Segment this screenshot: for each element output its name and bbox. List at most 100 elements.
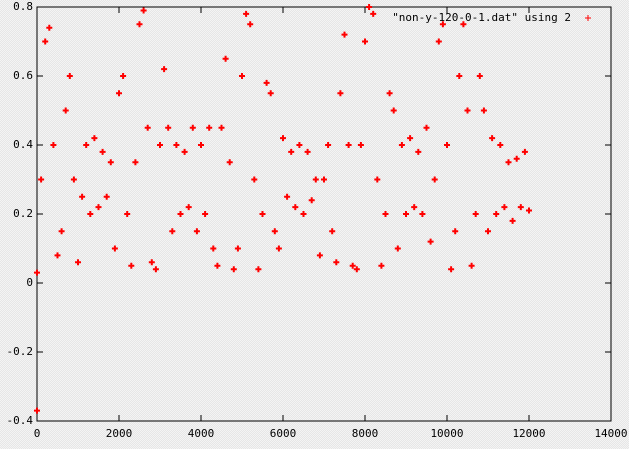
data-point — [230, 266, 237, 273]
data-point — [259, 211, 266, 217]
data-point — [321, 176, 327, 183]
data-point — [58, 228, 65, 235]
data-point — [407, 135, 414, 142]
y-tick-label: 0.2 — [13, 207, 33, 220]
data-point — [452, 228, 459, 235]
data-point — [46, 24, 53, 31]
data-point — [431, 176, 438, 183]
data-point — [107, 159, 114, 166]
data-point — [198, 142, 204, 148]
data-point — [460, 21, 467, 28]
data-point — [66, 73, 73, 79]
data-point — [423, 124, 430, 131]
data-point — [169, 228, 176, 235]
data-point — [247, 21, 254, 28]
x-tick-label: 8000 — [352, 427, 379, 440]
data-point — [300, 211, 307, 217]
data-point — [161, 66, 168, 73]
data-point — [513, 155, 520, 162]
legend-marker — [585, 15, 591, 21]
data-point — [439, 21, 446, 28]
plot-border — [36, 6, 612, 422]
data-point — [435, 38, 442, 45]
data-point — [415, 148, 422, 155]
data-point — [83, 142, 90, 148]
x-tick-label: 14000 — [594, 427, 627, 440]
data-point — [132, 159, 139, 166]
data-point — [181, 148, 188, 155]
data-point — [485, 228, 491, 235]
data-point — [218, 124, 225, 131]
data-point — [280, 135, 286, 142]
data-point — [394, 245, 401, 252]
data-point — [99, 148, 106, 155]
data-point — [308, 197, 315, 204]
data-point — [501, 204, 508, 211]
legend-label: "non-y-120-0-1.dat" using 2 — [392, 11, 571, 24]
data-point — [234, 245, 241, 252]
data-point — [202, 211, 209, 217]
data-point — [165, 124, 172, 131]
data-point — [214, 262, 221, 269]
data-point — [173, 142, 180, 148]
data-point — [193, 228, 200, 235]
data-point — [148, 259, 155, 266]
data-point — [189, 124, 196, 131]
y-tick-label: 0.8 — [13, 0, 33, 13]
data-point — [521, 148, 528, 155]
data-point — [42, 38, 49, 45]
data-point — [120, 73, 127, 79]
data-point — [239, 73, 245, 79]
data-point — [419, 211, 426, 217]
data-point — [292, 204, 299, 211]
data-point — [370, 10, 377, 17]
data-point — [353, 266, 360, 273]
data-point — [263, 79, 270, 86]
data-point — [95, 204, 102, 211]
data-point — [325, 142, 332, 148]
data-point — [34, 269, 40, 276]
data-point — [243, 10, 250, 17]
data-point — [476, 73, 483, 79]
data-point — [472, 211, 479, 217]
data-point — [493, 211, 500, 217]
data-point — [54, 252, 61, 259]
x-tick-label: 12000 — [512, 427, 545, 440]
data-point — [505, 159, 512, 166]
data-point — [390, 107, 397, 114]
data-point — [468, 262, 475, 269]
data-point — [349, 262, 356, 269]
data-point — [185, 204, 192, 211]
x-tick-label: 2000 — [106, 427, 133, 440]
data-point — [480, 107, 487, 114]
data-point — [144, 124, 151, 131]
data-point — [517, 204, 524, 211]
data-point — [157, 142, 163, 148]
data-point — [136, 21, 143, 28]
data-point — [382, 211, 389, 217]
data-point — [427, 238, 434, 245]
data-point — [489, 135, 496, 142]
data-point — [526, 207, 532, 214]
data-point — [275, 245, 282, 252]
y-tick-label: -0.2 — [7, 345, 34, 358]
data-point — [497, 142, 504, 148]
y-tick-label: 0.4 — [13, 138, 33, 151]
data-point — [362, 38, 368, 45]
data-point — [91, 135, 98, 142]
data-point — [456, 73, 463, 79]
data-point — [87, 211, 94, 217]
y-tick-label: -0.4 — [7, 414, 34, 427]
data-point — [226, 159, 233, 166]
data-point — [62, 107, 69, 114]
data-point — [222, 55, 229, 62]
data-point — [448, 266, 455, 273]
data-point — [333, 259, 340, 266]
data-point — [398, 142, 405, 148]
data-point — [386, 90, 393, 97]
data-point — [124, 211, 131, 217]
data-point — [75, 259, 81, 266]
data-point — [509, 217, 516, 224]
